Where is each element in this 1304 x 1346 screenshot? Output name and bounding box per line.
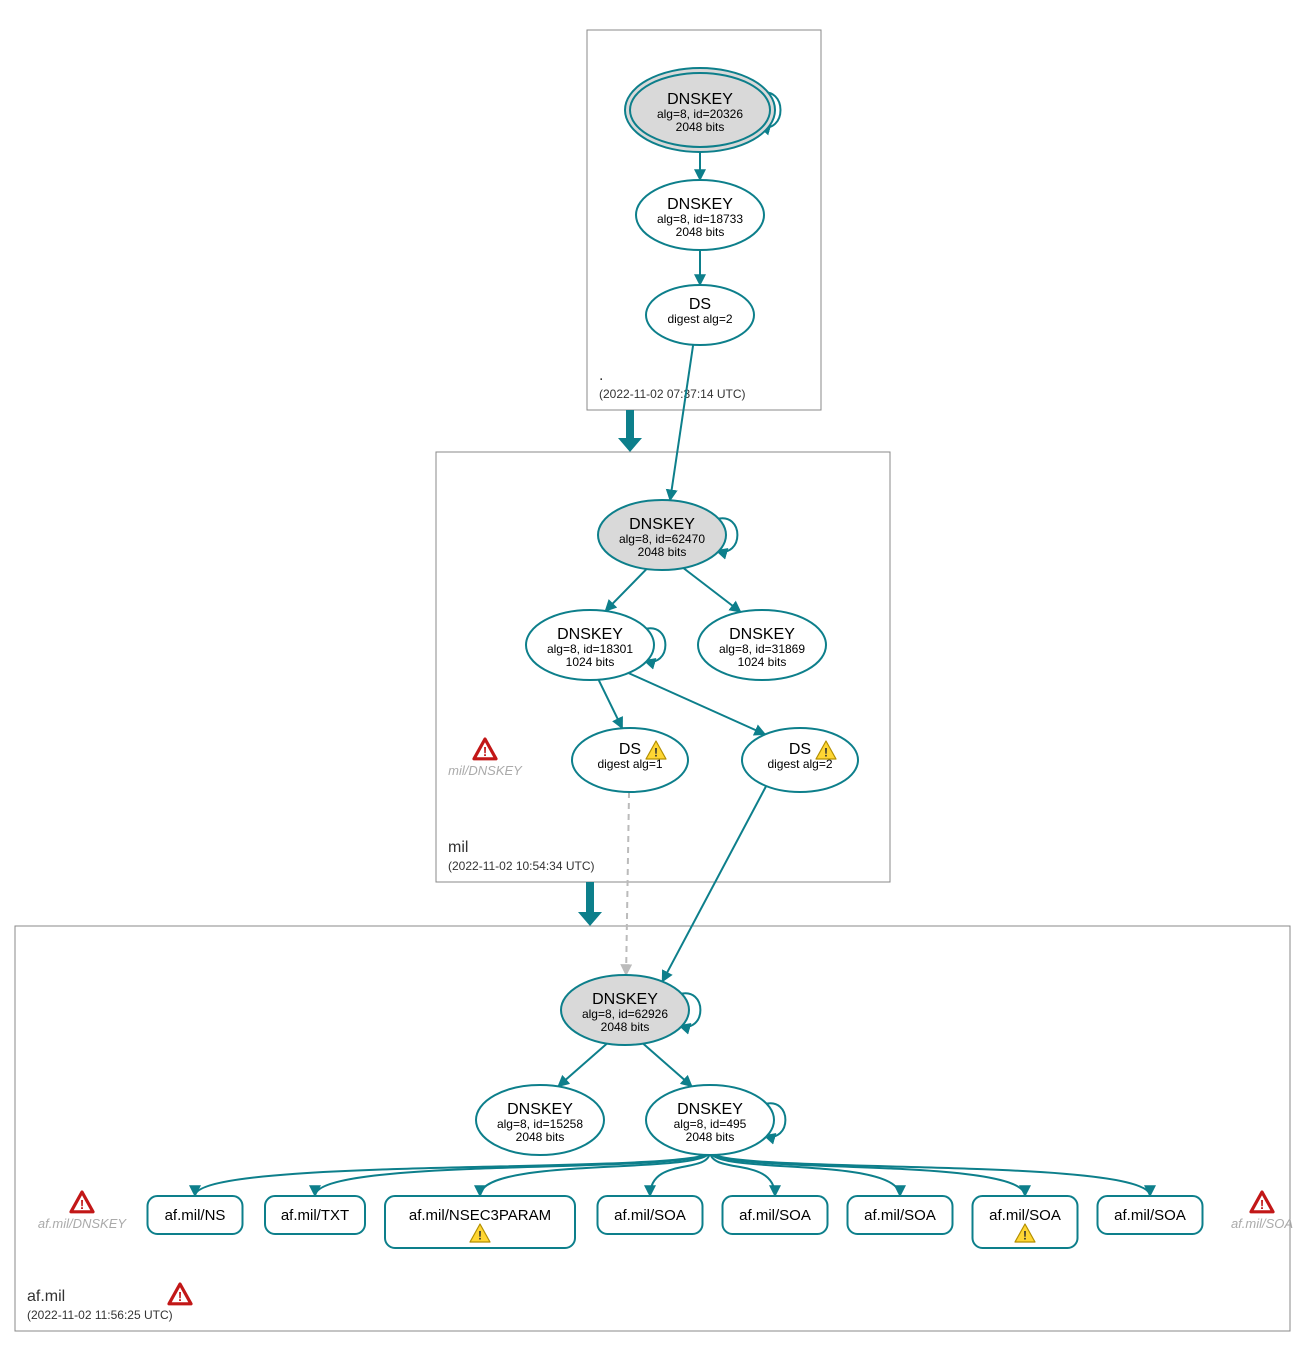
svg-text:DNSKEY: DNSKEY (667, 91, 733, 108)
svg-text:1024 bits: 1024 bits (566, 655, 615, 669)
svg-text:2048 bits: 2048 bits (686, 1130, 735, 1144)
edge (710, 1151, 1150, 1196)
edge (683, 568, 740, 612)
svg-text:2048 bits: 2048 bits (676, 225, 725, 239)
svg-text:!: ! (1260, 1197, 1264, 1212)
svg-text:!: ! (1023, 1229, 1027, 1243)
svg-text:af.mil/SOA: af.mil/SOA (864, 1207, 936, 1224)
node-mil_zsk1: DNSKEYalg=8, id=183011024 bits (526, 610, 654, 680)
svg-text:2048 bits: 2048 bits (676, 120, 725, 134)
svg-text:af.mil/DNSKEY: af.mil/DNSKEY (38, 1216, 127, 1231)
svg-text:af.mil/SOA: af.mil/SOA (989, 1207, 1061, 1224)
svg-text:(2022-11-02 10:54:34 UTC): (2022-11-02 10:54:34 UTC) (448, 859, 595, 873)
node-af_soa3: af.mil/SOA (848, 1196, 953, 1234)
svg-text:!: ! (80, 1197, 84, 1212)
edge (628, 673, 765, 734)
svg-text:af.mil/SOA: af.mil/SOA (739, 1207, 811, 1224)
svg-text:!: ! (483, 744, 487, 759)
edge (480, 1151, 710, 1196)
svg-text:!: ! (824, 746, 828, 760)
edge (605, 569, 646, 611)
warning-red-icon: ! (474, 739, 496, 759)
node-af_zsk2: DNSKEYalg=8, id=4952048 bits (646, 1085, 774, 1155)
edge (558, 1044, 607, 1087)
edge (670, 345, 693, 501)
svg-text:af.mil/SOA: af.mil/SOA (1231, 1216, 1293, 1231)
svg-text:alg=8, id=18733: alg=8, id=18733 (657, 212, 743, 226)
svg-text:alg=8, id=31869: alg=8, id=31869 (719, 642, 805, 656)
svg-text:DNSKEY: DNSKEY (629, 516, 695, 533)
side-label: ! mil/DNSKEY (448, 739, 523, 778)
svg-text:DS: DS (689, 296, 711, 313)
svg-text:2048 bits: 2048 bits (638, 545, 687, 559)
svg-text:DNSKEY: DNSKEY (677, 1101, 743, 1118)
edge (599, 680, 623, 729)
zone-arrow (578, 882, 602, 926)
zone-arrow (618, 410, 642, 452)
node-af_soa4: af.mil/SOA! (973, 1196, 1078, 1248)
svg-text:DNSKEY: DNSKEY (592, 991, 658, 1008)
svg-text:DNSKEY: DNSKEY (557, 626, 623, 643)
svg-text:af.mil/SOA: af.mil/SOA (614, 1207, 686, 1224)
node-af_soa2: af.mil/SOA (723, 1196, 828, 1234)
svg-text:DNSKEY: DNSKEY (507, 1101, 573, 1118)
svg-text:digest alg=2: digest alg=2 (667, 312, 732, 326)
svg-text:af.mil/SOA: af.mil/SOA (1114, 1207, 1186, 1224)
edge (710, 1151, 1025, 1196)
node-mil_ds1: DSdigest alg=1! (572, 728, 688, 792)
svg-text:!: ! (178, 1289, 182, 1304)
svg-text:alg=8, id=20326: alg=8, id=20326 (657, 107, 743, 121)
dnssec-diagram: . (2022-11-02 07:37:14 UTC) mil (2022-11-02… (0, 0, 1304, 1346)
warning-red-icon: ! (169, 1284, 191, 1304)
svg-text:mil/DNSKEY: mil/DNSKEY (448, 763, 523, 778)
warning-red-icon: ! (1251, 1192, 1273, 1212)
node-af_ksk: DNSKEYalg=8, id=629262048 bits (561, 975, 689, 1045)
side-label: ! af.mil/DNSKEY (38, 1192, 127, 1231)
svg-text:.: . (599, 367, 603, 384)
svg-text:2048 bits: 2048 bits (601, 1020, 650, 1034)
svg-text:af.mil/NSEC3PARAM: af.mil/NSEC3PARAM (409, 1207, 551, 1224)
svg-text:alg=8, id=15258: alg=8, id=15258 (497, 1117, 583, 1131)
node-af_soa5: af.mil/SOA (1098, 1196, 1203, 1234)
node-af_soa1: af.mil/SOA (598, 1196, 703, 1234)
node-root_ksk: DNSKEYalg=8, id=203262048 bits (625, 68, 775, 152)
svg-text:1024 bits: 1024 bits (738, 655, 787, 669)
svg-text:DS: DS (619, 741, 641, 758)
node-af_ns: af.mil/NS (148, 1196, 243, 1234)
svg-text:af.mil/NS: af.mil/NS (165, 1207, 226, 1224)
node-root_zsk: DNSKEYalg=8, id=187332048 bits (636, 180, 764, 250)
node-af_zsk1: DNSKEYalg=8, id=152582048 bits (476, 1085, 604, 1155)
svg-text:(2022-11-02 11:56:25 UTC): (2022-11-02 11:56:25 UTC) (27, 1308, 173, 1322)
edge (195, 1151, 710, 1196)
svg-text:mil: mil (448, 839, 468, 856)
svg-text:!: ! (654, 746, 658, 760)
svg-text:DS: DS (789, 741, 811, 758)
svg-text:!: ! (478, 1229, 482, 1243)
svg-text:alg=8, id=495: alg=8, id=495 (674, 1117, 747, 1131)
svg-text:DNSKEY: DNSKEY (667, 196, 733, 213)
edge (662, 786, 766, 982)
node-mil_ksk: DNSKEYalg=8, id=624702048 bits (598, 500, 726, 570)
svg-text:(2022-11-02 07:37:14 UTC): (2022-11-02 07:37:14 UTC) (599, 387, 746, 401)
node-af_txt: af.mil/TXT (265, 1196, 365, 1234)
svg-text:af.mil/TXT: af.mil/TXT (281, 1207, 349, 1224)
node-mil_ds2: DSdigest alg=2! (742, 728, 858, 792)
node-mil_zsk2: DNSKEYalg=8, id=318691024 bits (698, 610, 826, 680)
node-af_nsec3: af.mil/NSEC3PARAM! (385, 1196, 575, 1248)
svg-text:2048 bits: 2048 bits (516, 1130, 565, 1144)
svg-text:DNSKEY: DNSKEY (729, 626, 795, 643)
svg-text:alg=8, id=18301: alg=8, id=18301 (547, 642, 633, 656)
warning-red-icon: ! (71, 1192, 93, 1212)
edge (710, 1151, 900, 1196)
edge (643, 1044, 692, 1087)
svg-text:af.mil: af.mil (27, 1288, 65, 1305)
svg-text:alg=8, id=62470: alg=8, id=62470 (619, 532, 705, 546)
svg-text:alg=8, id=62926: alg=8, id=62926 (582, 1007, 668, 1021)
side-label: ! af.mil/SOA (1231, 1192, 1293, 1231)
node-root_ds: DSdigest alg=2 (646, 285, 754, 345)
edge (626, 792, 629, 975)
